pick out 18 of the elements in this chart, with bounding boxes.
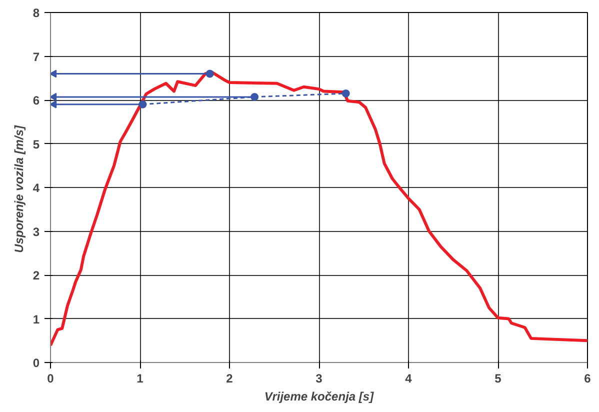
x-tick-label: 6 [584, 372, 592, 386]
y-tick-label: 1 [32, 312, 40, 326]
y-tick-label: 0 [32, 356, 40, 370]
y-tick-label: 5 [32, 137, 40, 152]
y-axis-title: Usporenje vozila [m/s] [12, 124, 26, 253]
x-tick-label: 5 [494, 372, 502, 386]
y-tick-label: 2 [32, 268, 40, 282]
x-axis-title: Vrijeme kočenja [s] [264, 390, 375, 404]
y-tick-label: 3 [32, 224, 40, 239]
x-tick-label: 3 [316, 372, 323, 386]
x-tick-label: 0 [47, 372, 54, 386]
x-tick-label: 1 [136, 372, 144, 386]
y-tick-label: 8 [32, 6, 40, 20]
y-tick-label: 4 [32, 181, 40, 195]
x-tick-label: 2 [226, 372, 234, 386]
x-tick-label: 4 [405, 372, 412, 386]
y-tick-label: 7 [32, 50, 40, 64]
y-tick-label: 6 [32, 94, 40, 108]
